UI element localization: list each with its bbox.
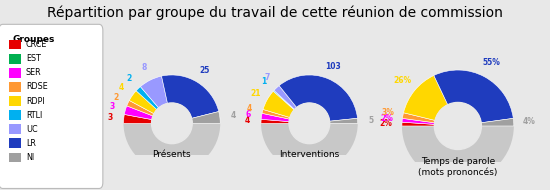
Bar — [8, 68, 21, 78]
Circle shape — [289, 103, 329, 144]
Text: 25: 25 — [199, 66, 210, 75]
Bar — [8, 82, 21, 92]
Text: 8: 8 — [141, 63, 147, 72]
Text: 4: 4 — [119, 83, 124, 92]
Text: 55%: 55% — [483, 59, 501, 67]
Wedge shape — [136, 87, 158, 110]
Text: UC: UC — [26, 125, 37, 134]
Text: SER: SER — [26, 68, 41, 77]
Wedge shape — [274, 86, 296, 109]
Bar — [8, 40, 21, 49]
Wedge shape — [402, 118, 435, 124]
Bar — [8, 124, 21, 134]
Text: 2%: 2% — [380, 114, 393, 123]
Text: 4: 4 — [245, 116, 250, 125]
Wedge shape — [261, 119, 289, 123]
Wedge shape — [403, 113, 435, 123]
Wedge shape — [124, 106, 153, 120]
Bar — [8, 139, 21, 148]
Text: 26%: 26% — [393, 76, 411, 85]
Text: Groupes: Groupes — [12, 35, 55, 44]
Circle shape — [152, 103, 192, 144]
Wedge shape — [127, 101, 154, 116]
Wedge shape — [129, 91, 157, 114]
Text: 3: 3 — [109, 102, 115, 111]
Wedge shape — [329, 118, 358, 123]
Text: 3: 3 — [108, 113, 113, 122]
Bar — [8, 153, 21, 162]
Text: Présents: Présents — [152, 150, 191, 159]
Text: CRCE: CRCE — [26, 40, 47, 49]
Text: 3%: 3% — [381, 108, 394, 117]
Wedge shape — [434, 70, 513, 123]
Wedge shape — [263, 91, 294, 117]
Wedge shape — [261, 123, 358, 172]
Text: Temps de parole
(mots prononcés): Temps de parole (mots prononcés) — [418, 157, 498, 177]
Wedge shape — [404, 75, 448, 120]
Text: 4%: 4% — [523, 117, 536, 126]
Text: RDPI: RDPI — [26, 97, 45, 106]
Text: 4: 4 — [247, 104, 252, 112]
Wedge shape — [124, 114, 152, 123]
Text: 21: 21 — [250, 89, 261, 98]
Text: 2%: 2% — [380, 119, 393, 128]
Text: 6: 6 — [245, 110, 251, 119]
Wedge shape — [140, 76, 168, 108]
Bar — [8, 96, 21, 106]
Text: Répartition par groupe du travail de cette réunion de commission: Répartition par groupe du travail de cet… — [47, 6, 503, 20]
Text: 7: 7 — [265, 74, 270, 82]
FancyBboxPatch shape — [0, 24, 103, 188]
Text: 2: 2 — [126, 74, 131, 83]
Bar — [8, 54, 21, 63]
Wedge shape — [162, 75, 219, 118]
Wedge shape — [262, 109, 290, 119]
Wedge shape — [279, 75, 358, 121]
Text: RDSE: RDSE — [26, 82, 48, 91]
Wedge shape — [402, 126, 514, 182]
Text: 1: 1 — [261, 77, 266, 86]
Wedge shape — [481, 118, 514, 126]
Wedge shape — [273, 90, 294, 110]
Text: NI: NI — [26, 153, 34, 162]
Text: 5: 5 — [368, 116, 374, 125]
Text: RTLI: RTLI — [26, 111, 42, 120]
Bar — [8, 110, 21, 120]
Wedge shape — [124, 123, 220, 172]
Text: LR: LR — [26, 139, 36, 148]
Wedge shape — [191, 112, 220, 123]
Text: 4: 4 — [230, 111, 236, 120]
Text: 103: 103 — [326, 62, 341, 71]
Wedge shape — [402, 122, 435, 126]
Text: EST: EST — [26, 54, 41, 63]
Circle shape — [434, 102, 481, 150]
Text: 2: 2 — [113, 93, 118, 102]
Wedge shape — [261, 113, 289, 122]
Text: Interventions: Interventions — [279, 150, 339, 159]
